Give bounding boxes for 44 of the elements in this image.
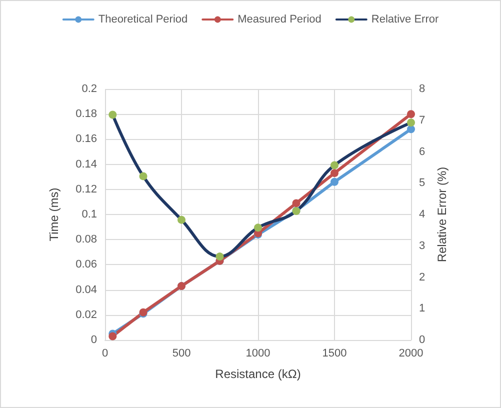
point bbox=[139, 172, 148, 180]
point bbox=[108, 110, 117, 119]
y2-tick-label: 3 bbox=[419, 240, 426, 252]
y-tick-label: 0.14 bbox=[76, 158, 97, 170]
x-axis-title: Resistance (kΩ) bbox=[215, 367, 301, 381]
y-tick-label: 0.18 bbox=[76, 108, 97, 120]
y-tick-label: 0.06 bbox=[76, 258, 97, 271]
y2-tick-label: 2 bbox=[419, 271, 426, 284]
point bbox=[330, 178, 338, 186]
x-tick-label: 1000 bbox=[246, 348, 270, 360]
y-tick-label: 0.08 bbox=[76, 234, 97, 246]
x-tick-label: 0 bbox=[102, 348, 108, 360]
y-tick-label: 0.04 bbox=[76, 284, 97, 296]
y2-tick-label: 6 bbox=[419, 146, 426, 158]
x-tick-label: 500 bbox=[172, 348, 191, 360]
y-tick-label: 0.2 bbox=[82, 83, 97, 95]
y2-tick-label: 5 bbox=[419, 177, 426, 190]
y-tick-label: 0.16 bbox=[76, 133, 97, 146]
y2-tick-label: 1 bbox=[419, 302, 426, 315]
y-axis-title: Time (ms) bbox=[47, 188, 61, 242]
y-tick-label: 0.1 bbox=[82, 208, 97, 220]
y2-tick-label: 4 bbox=[419, 208, 426, 220]
point bbox=[216, 252, 224, 261]
point bbox=[330, 169, 338, 178]
y2-tick-label: 0 bbox=[419, 334, 426, 346]
point bbox=[254, 224, 262, 232]
x-tick-label: 1500 bbox=[322, 348, 347, 360]
y-tick-label: 0.12 bbox=[76, 183, 97, 196]
point bbox=[407, 110, 415, 118]
y2-tick-label: 8 bbox=[419, 83, 426, 95]
point bbox=[407, 118, 415, 127]
y2-axis-title: Relative Error (%) bbox=[435, 166, 450, 262]
point bbox=[330, 161, 338, 170]
legend-label: Measured Period bbox=[238, 14, 322, 26]
point bbox=[178, 216, 186, 224]
x-tick-label: 2000 bbox=[398, 348, 424, 360]
y-tick-label: 0.02 bbox=[76, 308, 97, 321]
legend-label: Theoretical Period bbox=[98, 14, 188, 26]
point bbox=[407, 125, 415, 134]
legend-label: Relative Error bbox=[371, 14, 439, 26]
y2-tick-label: 7 bbox=[419, 114, 426, 126]
y-tick-label: 0 bbox=[90, 334, 97, 346]
point bbox=[292, 199, 300, 208]
point bbox=[108, 332, 117, 340]
